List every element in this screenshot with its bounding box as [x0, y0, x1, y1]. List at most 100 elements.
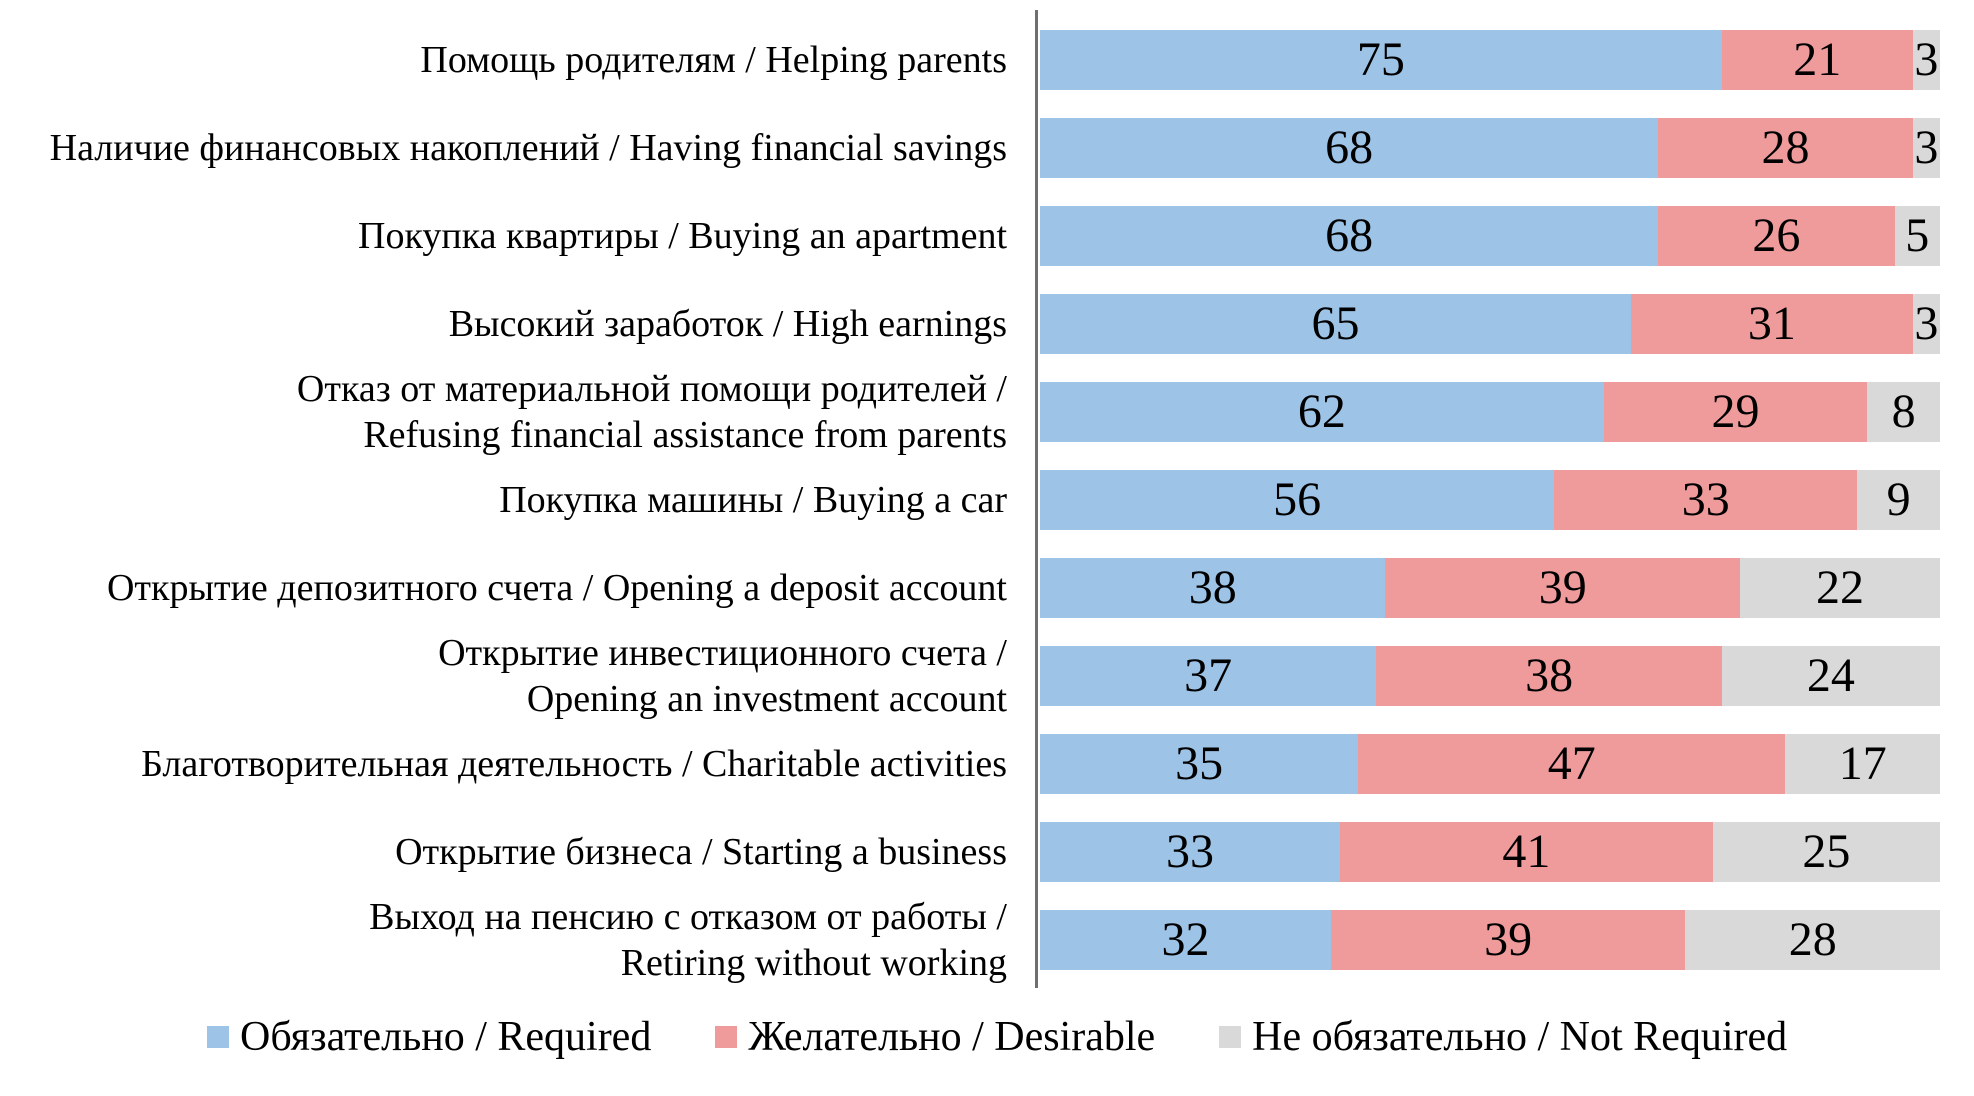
bar-segment-required: 56: [1040, 470, 1555, 530]
bar-value-label: 38: [1188, 561, 1237, 614]
bar-row: Покупка квартиры / Buying an apartment 68…: [0, 192, 1940, 280]
bar-segment-not-required: 17: [1785, 734, 1940, 794]
bar-row: Выход на пенсию с отказом от работы / Re…: [0, 896, 1940, 984]
category-label: Благотворительная деятельность / Charita…: [141, 742, 1007, 785]
bar-segment-not-required: 9: [1857, 470, 1940, 530]
bar-segment-desirable: 41: [1339, 822, 1713, 882]
bar-row: Помощь родителям / Helping parents 75 21 3: [0, 16, 1940, 104]
bar-value-label: 3: [1914, 297, 1939, 350]
bar-segment-required: 62: [1040, 382, 1604, 442]
bar-value-label: 24: [1806, 649, 1855, 702]
bar-segment-not-required: 22: [1739, 558, 1940, 618]
bar-value-label: 75: [1356, 33, 1405, 86]
bar-segment-not-required: 3: [1912, 294, 1940, 354]
bar-segment-not-required: 3: [1912, 118, 1940, 178]
bar-segment-required: 35: [1040, 734, 1359, 794]
bar-value-label: 28: [1788, 913, 1837, 966]
bar-row: Наличие финансовых накоплений / Having f…: [0, 104, 1940, 192]
bar-row: Отказ от материальной помощи родителей /…: [0, 368, 1940, 456]
bar-value-label: 9: [1886, 473, 1911, 526]
bar-segment-required: 38: [1040, 558, 1386, 618]
bar-segment-not-required: 28: [1685, 910, 1940, 970]
bar-value-label: 39: [1484, 913, 1533, 966]
bar-segment-required: 68: [1040, 206, 1659, 266]
category-label: Открытие бизнеса / Starting a business: [395, 830, 1007, 873]
bar-value-label: 29: [1711, 385, 1760, 438]
legend-item-desirable: Желательно / Desirable: [715, 1014, 1155, 1060]
bar-value-label: 3: [1914, 121, 1939, 174]
bar-segment-required: 37: [1040, 646, 1377, 706]
bar-segment-desirable: 29: [1603, 382, 1868, 442]
bar-row: Открытие инвестиционного счета / Opening…: [0, 632, 1940, 720]
bar-track: 37 38 24: [1040, 646, 1940, 706]
bar-track: 35 47 17: [1040, 734, 1940, 794]
bar-row: Открытие бизнеса / Starting a business 33…: [0, 808, 1940, 896]
bar-value-label: 17: [1838, 737, 1887, 790]
bar-value-label: 68: [1325, 209, 1374, 262]
category-label: Выход на пенсию с отказом от работы / Re…: [369, 895, 1007, 984]
bar-segment-required: 68: [1040, 118, 1659, 178]
bar-segment-not-required: 5: [1894, 206, 1940, 266]
bar-segment-desirable: 33: [1554, 470, 1858, 530]
bar-segment-desirable: 21: [1721, 30, 1913, 90]
category-label: Наличие финансовых накоплений / Having f…: [49, 126, 1007, 169]
category-label: Покупка машины / Buying a car: [499, 478, 1007, 521]
bar-value-label: 3: [1914, 33, 1939, 86]
bar-segment-desirable: 28: [1658, 118, 1913, 178]
category-label: Отказ от материальной помощи родителей /…: [296, 367, 1007, 456]
bar-value-label: 26: [1752, 209, 1801, 262]
bar-value-label: 47: [1547, 737, 1596, 790]
bar-value-label: 22: [1815, 561, 1864, 614]
bar-row: Открытие депозитного счета / Opening a d…: [0, 544, 1940, 632]
bar-value-label: 31: [1747, 297, 1796, 350]
bar-track: 68 26 5: [1040, 206, 1940, 266]
bar-segment-not-required: 8: [1867, 382, 1940, 442]
bar-segment-desirable: 38: [1376, 646, 1722, 706]
bar-segment-desirable: 26: [1658, 206, 1895, 266]
bar-value-label: 28: [1761, 121, 1810, 174]
bar-segment-required: 33: [1040, 822, 1340, 882]
bar-segment-required: 75: [1040, 30, 1722, 90]
legend-swatch-icon: [715, 1026, 738, 1049]
bar-segment-desirable: 47: [1358, 734, 1786, 794]
category-label: Помощь родителям / Helping parents: [420, 38, 1007, 81]
bar-segment-desirable: 39: [1385, 558, 1740, 618]
bar-segment-not-required: 25: [1712, 822, 1940, 882]
legend-item-not-required: Не обязательно / Not Required: [1219, 1014, 1787, 1060]
bar-value-label: 35: [1175, 737, 1224, 790]
category-label: Высокий заработок / High earnings: [448, 302, 1007, 345]
bar-value-label: 65: [1311, 297, 1360, 350]
bar-track: 68 28 3: [1040, 118, 1940, 178]
bar-track: 56 33 9: [1040, 470, 1940, 530]
bar-row: Покупка машины / Buying a car 56 33 9: [0, 456, 1940, 544]
bar-value-label: 5: [1905, 209, 1930, 262]
bar-value-label: 41: [1502, 825, 1551, 878]
legend: Обязательно / Required Желательно / Desir…: [207, 1014, 1787, 1060]
bar-row: Высокий заработок / High earnings 65 31 3: [0, 280, 1940, 368]
category-label: Открытие инвестиционного счета / Opening…: [438, 631, 1007, 720]
legend-label: Обязательно / Required: [240, 1014, 652, 1060]
bar-value-label: 38: [1525, 649, 1574, 702]
bar-value-label: 37: [1184, 649, 1233, 702]
bars-area: Помощь родителям / Helping parents 75 21 3 Н…: [0, 16, 1940, 984]
bar-track: 32 39 28: [1040, 910, 1940, 970]
bar-segment-required: 32: [1040, 910, 1331, 970]
legend-swatch-icon: [207, 1026, 229, 1049]
category-label: Покупка квартиры / Buying an apartment: [358, 214, 1007, 257]
bar-value-label: 62: [1297, 385, 1346, 438]
legend-label: Желательно / Desirable: [748, 1014, 1156, 1060]
bar-track: 38 39 22: [1040, 558, 1940, 618]
bar-track: 62 29 8: [1040, 382, 1940, 442]
bar-segment-not-required: 24: [1721, 646, 1940, 706]
y-axis-line: [1035, 10, 1038, 988]
bar-value-label: 56: [1273, 473, 1322, 526]
bar-segment-desirable: 39: [1330, 910, 1686, 970]
bar-track: 33 41 25: [1040, 822, 1940, 882]
bar-value-label: 33: [1165, 825, 1214, 878]
bar-segment-required: 65: [1040, 294, 1631, 354]
bar-value-label: 25: [1802, 825, 1851, 878]
bar-value-label: 68: [1325, 121, 1374, 174]
legend-label: Не обязательно / Not Required: [1252, 1014, 1788, 1060]
bar-value-label: 8: [1891, 385, 1916, 438]
